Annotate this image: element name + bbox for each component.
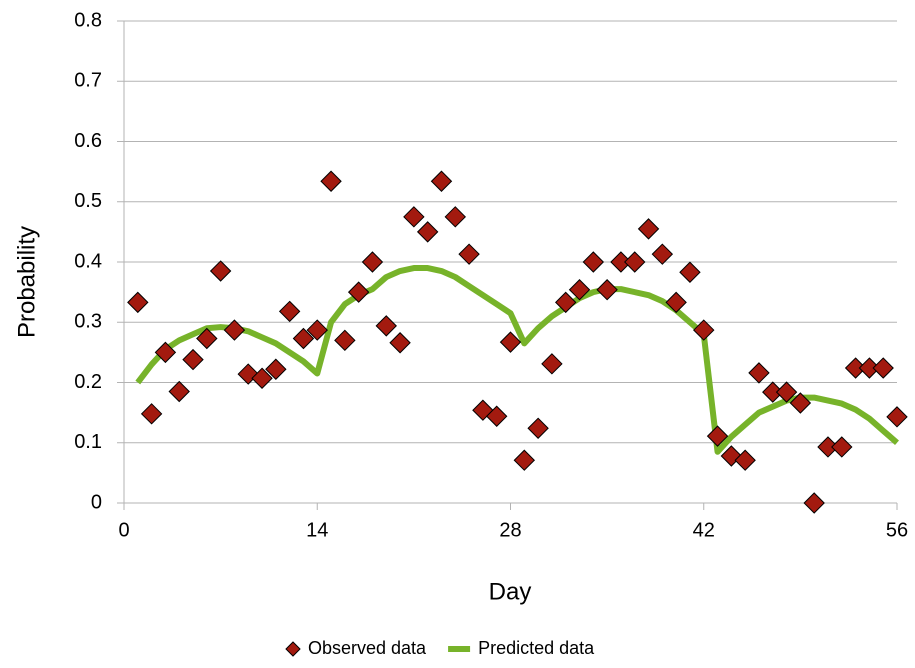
x-tick-label: 42 [693, 519, 715, 541]
marker [499, 331, 522, 353]
marker [706, 425, 729, 447]
marker [389, 332, 411, 354]
y-tick-label: 0 [91, 491, 102, 513]
marker [886, 406, 908, 428]
marker [803, 492, 825, 514]
marker [568, 279, 591, 301]
marker [665, 291, 687, 314]
marker [196, 327, 218, 350]
marker [582, 251, 605, 273]
marker [306, 319, 328, 341]
marker [430, 170, 453, 192]
y-tick-label: 0.3 [74, 311, 102, 333]
marker [320, 170, 342, 192]
marker [748, 362, 770, 384]
line [135, 265, 899, 455]
marker [624, 251, 646, 273]
marker [541, 353, 563, 375]
legend-marker [285, 641, 301, 657]
marker [127, 291, 149, 314]
marker [182, 348, 204, 371]
marker [651, 243, 674, 265]
marker [831, 436, 853, 458]
y-tick-label: 0.2 [74, 371, 102, 393]
marker [154, 341, 177, 364]
marker [693, 319, 715, 341]
marker [775, 381, 798, 403]
y-tick-label: 0.7 [74, 70, 102, 92]
marker [596, 279, 618, 301]
marker [292, 327, 315, 350]
marker [458, 243, 480, 265]
y-axis-label: Probability [13, 226, 40, 338]
y-tick-label: 0.8 [74, 9, 102, 31]
marker [140, 403, 163, 425]
marker [444, 206, 466, 228]
x-tick-label: 0 [118, 519, 129, 541]
x-tick-label: 14 [306, 519, 328, 541]
marker [223, 319, 246, 341]
marker [361, 251, 384, 273]
legend-label: Observed data [308, 638, 427, 658]
marker [347, 281, 370, 303]
marker [278, 300, 301, 323]
marker [209, 260, 232, 282]
y-tick-label: 0.4 [74, 250, 102, 272]
y-tick-label: 0.6 [74, 130, 102, 152]
y-tick-label: 0.5 [74, 190, 102, 212]
marker [251, 367, 273, 389]
marker [527, 417, 549, 439]
marker [168, 380, 190, 403]
marker [485, 405, 508, 427]
marker [403, 206, 425, 228]
marker [265, 358, 287, 380]
marker [555, 291, 577, 314]
x-tick-label: 28 [499, 519, 521, 541]
legend-label: Predicted data [478, 638, 595, 658]
marker [789, 392, 812, 414]
x-tick-label: 56 [886, 519, 908, 541]
marker [416, 221, 439, 243]
marker [375, 315, 397, 337]
marker [679, 261, 701, 283]
marker [334, 329, 356, 352]
y-tick-label: 0.1 [74, 431, 102, 453]
marker [513, 449, 536, 471]
marker [637, 218, 660, 240]
marker [872, 357, 894, 379]
x-axis-label: Day [489, 578, 532, 605]
marker [734, 449, 756, 471]
